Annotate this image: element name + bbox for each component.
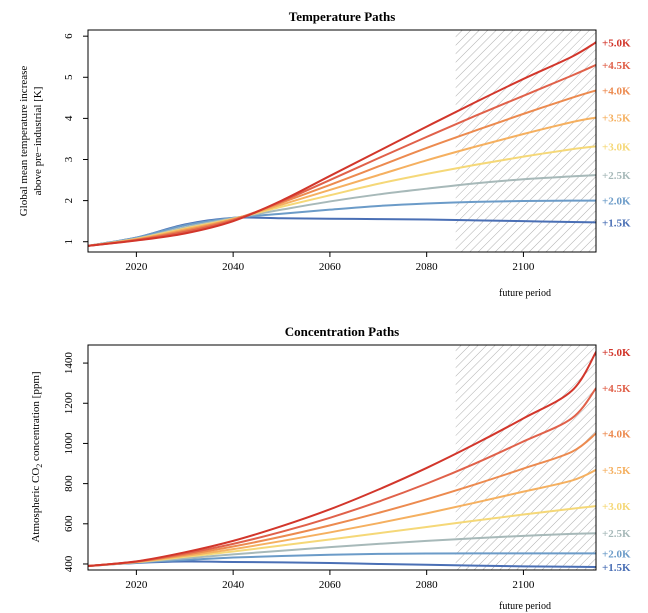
temperature-x-tick-label: 2100 — [512, 261, 535, 273]
temperature-line-45K — [88, 63, 596, 247]
temperature-future-period-hatch — [455, 30, 596, 252]
concentration-x-tick-label: 2060 — [319, 579, 342, 591]
concentration-series-end-label: +3.5K — [602, 465, 631, 477]
concentration-series-end-label: +2.5K — [602, 528, 631, 540]
temperature-line-20K — [88, 199, 596, 247]
concentration-y-tick-label: 1200 — [63, 392, 75, 415]
concentration-line-20K — [88, 552, 596, 567]
concentration-y-tick-label: 400 — [63, 555, 75, 572]
temperature-future-period-label: future period — [499, 288, 551, 299]
temperature-series-end-label: +4.0K — [602, 85, 631, 97]
temperature-x-tick-label: 2040 — [222, 261, 245, 273]
concentration-y-tick-label: 1400 — [63, 352, 75, 375]
concentration-plot-frame — [87, 344, 597, 571]
temperature-y-label-line-1: Global mean temperature increase — [18, 66, 30, 217]
concentration-y-axis-label: Atmospheric CO2 concentration [ppm] — [30, 371, 44, 542]
temperature-series-end-label: +1.5K — [602, 217, 631, 229]
concentration-x-tick-label: 2040 — [222, 579, 245, 591]
concentration-chart-title: Concentration Paths — [285, 324, 399, 339]
concentration-line-15K — [88, 560, 596, 568]
temperature-series-end-label: +5.0K — [602, 37, 631, 49]
concentration-line-45K — [88, 387, 596, 567]
temperature-y-tick-label: 6 — [63, 33, 75, 39]
temperature-line-50K — [88, 41, 596, 247]
temperature-series-end-label: +4.5K — [602, 60, 631, 72]
concentration-x-tick-label: 2020 — [125, 579, 148, 591]
temperature-series-lines — [88, 41, 596, 247]
concentration-x-tick-label: 2080 — [416, 579, 439, 591]
concentration-line-25K — [88, 532, 596, 567]
concentration-series-end-label: +4.0K — [602, 428, 631, 440]
temperature-series-end-label: +2.0K — [602, 196, 631, 208]
temperature-x-tick-label: 2020 — [125, 261, 148, 273]
concentration-series-lines — [88, 351, 596, 568]
concentration-future-period-hatch — [455, 345, 596, 570]
temperature-x-tick-label: 2060 — [319, 261, 342, 273]
concentration-panel: Concentration Paths Atmospheric CO2 conc… — [30, 324, 631, 612]
concentration-series-end-label: +3.0K — [602, 501, 631, 513]
temperature-x-tick-label: 2080 — [416, 261, 439, 273]
concentration-line-40K — [88, 432, 596, 567]
temperature-y-tick-label: 5 — [63, 74, 75, 80]
concentration-series-end-label: +1.5K — [602, 562, 631, 574]
temperature-series-end-label: +2.5K — [602, 170, 631, 182]
temperature-y-axis-label: Global mean temperature increase above p… — [18, 66, 44, 217]
temperature-line-40K — [88, 89, 596, 247]
concentration-y-tick-label: 1000 — [63, 432, 75, 455]
temperature-chart-title: Temperature Paths — [289, 9, 396, 24]
concentration-x-tick-label: 2100 — [512, 579, 535, 591]
concentration-series-end-label: +4.5K — [602, 383, 631, 395]
concentration-line-35K — [88, 468, 596, 567]
temperature-plot-frame — [87, 29, 597, 253]
temperature-line-35K — [88, 116, 596, 247]
temperature-y-tick-label: 4 — [63, 115, 75, 121]
temperature-panel: Temperature Paths Global mean temperatur… — [18, 9, 631, 299]
concentration-future-period-label: future period — [499, 601, 551, 612]
concentration-y-tick-label: 800 — [63, 475, 75, 492]
temperature-series-end-label: +3.0K — [602, 141, 631, 153]
temperature-y-tick-label: 3 — [63, 156, 75, 162]
temperature-line-25K — [88, 174, 596, 247]
concentration-series-end-label: +5.0K — [602, 347, 631, 359]
temperature-y-label-line-2: above pre−industrial [K] — [32, 87, 44, 196]
temperature-y-tick-label: 2 — [63, 198, 75, 204]
concentration-line-50K — [88, 351, 596, 567]
concentration-y-tick-label: 600 — [63, 515, 75, 532]
temperature-y-tick-label: 1 — [63, 239, 75, 245]
concentration-series-end-label: +2.0K — [602, 548, 631, 560]
temperature-series-end-label: +3.5K — [602, 113, 631, 125]
